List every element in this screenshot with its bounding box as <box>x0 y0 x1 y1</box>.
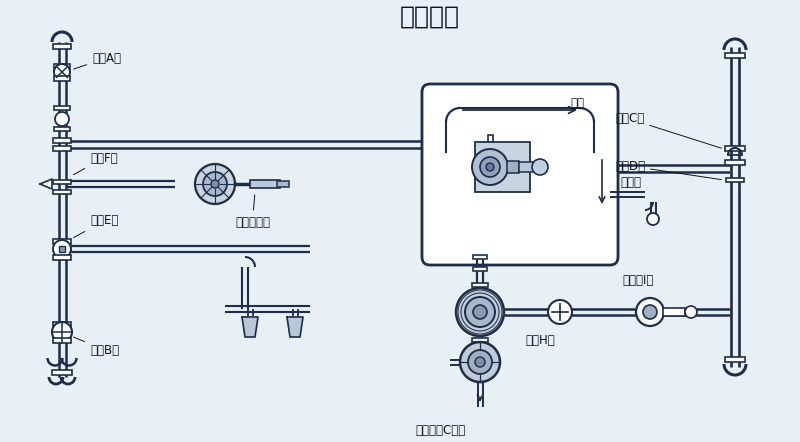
Circle shape <box>643 305 657 319</box>
Bar <box>53 338 71 343</box>
Circle shape <box>532 159 548 175</box>
Bar <box>54 76 70 80</box>
Circle shape <box>55 112 69 126</box>
Bar <box>725 145 745 150</box>
Circle shape <box>475 357 485 367</box>
Bar <box>519 162 535 172</box>
Polygon shape <box>287 317 303 337</box>
Bar <box>725 357 745 362</box>
Bar <box>59 246 65 252</box>
Bar <box>473 255 487 259</box>
Bar <box>52 370 72 374</box>
Text: 球阀H开: 球阀H开 <box>525 334 555 347</box>
Circle shape <box>548 300 572 324</box>
Bar <box>250 180 280 188</box>
Circle shape <box>473 305 487 319</box>
Circle shape <box>211 180 219 188</box>
Text: 球阀F关: 球阀F关 <box>74 152 118 175</box>
Bar <box>53 239 71 244</box>
Bar <box>487 135 493 153</box>
Bar <box>472 338 488 342</box>
Text: 球阀E关: 球阀E关 <box>74 214 118 238</box>
Text: 球阀D关: 球阀D关 <box>615 160 722 179</box>
Bar <box>472 283 488 287</box>
Text: 球阀B关: 球阀B关 <box>74 337 119 357</box>
Bar <box>53 180 71 184</box>
Bar <box>277 181 289 187</box>
Bar <box>473 267 487 271</box>
Bar <box>725 160 745 164</box>
Text: 水泵: 水泵 <box>570 97 584 110</box>
Polygon shape <box>242 317 258 337</box>
Circle shape <box>486 163 494 171</box>
Circle shape <box>647 213 659 225</box>
Text: 三通球阀C加水: 三通球阀C加水 <box>415 424 466 437</box>
Bar <box>663 308 685 316</box>
Bar <box>53 190 71 194</box>
Bar <box>53 137 71 142</box>
Text: 洒水炮出口: 洒水炮出口 <box>235 195 270 229</box>
Bar <box>726 178 744 182</box>
Circle shape <box>456 288 504 336</box>
Text: 罐体口: 罐体口 <box>620 175 641 188</box>
Circle shape <box>636 298 664 326</box>
Circle shape <box>203 172 227 196</box>
Bar <box>475 142 530 192</box>
Bar <box>53 43 71 49</box>
Circle shape <box>472 149 508 185</box>
Bar <box>53 255 71 259</box>
Bar <box>54 106 70 110</box>
Circle shape <box>685 306 697 318</box>
Circle shape <box>195 164 235 204</box>
Circle shape <box>460 342 500 382</box>
Polygon shape <box>40 179 52 189</box>
Circle shape <box>52 322 72 342</box>
Circle shape <box>468 350 492 374</box>
Bar <box>725 53 745 57</box>
Bar <box>53 321 71 327</box>
Bar <box>54 127 70 131</box>
Circle shape <box>54 64 70 80</box>
Circle shape <box>480 157 500 177</box>
FancyBboxPatch shape <box>422 84 618 265</box>
Text: 消防栓I关: 消防栓I关 <box>622 274 654 286</box>
Bar <box>507 161 519 173</box>
Circle shape <box>53 240 71 258</box>
Text: 球阀C关: 球阀C关 <box>615 113 722 148</box>
Text: 球阀A关: 球阀A关 <box>74 52 121 69</box>
Text: 水泵加水: 水泵加水 <box>400 5 460 29</box>
Bar <box>53 145 71 150</box>
Circle shape <box>465 297 495 327</box>
Bar <box>472 365 488 369</box>
Bar <box>54 64 70 69</box>
